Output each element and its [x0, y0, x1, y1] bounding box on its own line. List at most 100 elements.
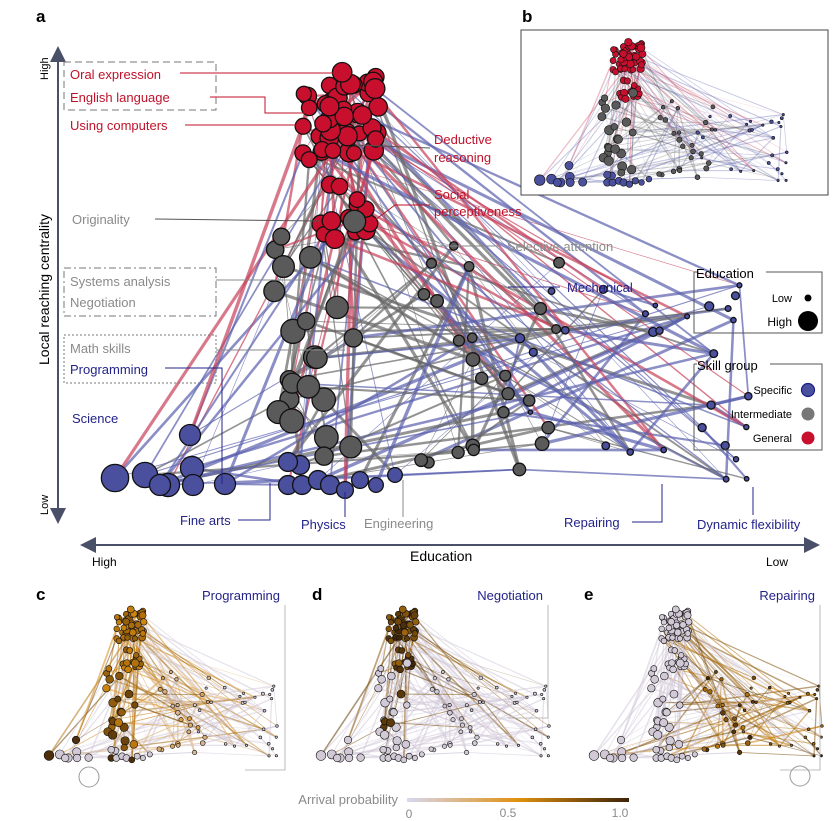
skill-node-gray2	[458, 729, 464, 735]
skill-node-red	[115, 619, 123, 626]
skill-node-blue	[344, 753, 354, 763]
skill-node-red	[138, 611, 147, 620]
network-edge	[551, 114, 784, 180]
network-edge	[565, 328, 714, 356]
skill-node-red	[669, 665, 677, 674]
skill-node-blueR	[771, 136, 776, 140]
skill-node-blue	[43, 750, 55, 761]
network-edge	[476, 737, 507, 747]
network-edge	[633, 86, 787, 164]
legend-intermediate: Intermediate	[731, 409, 792, 421]
skill-node-gray	[601, 94, 609, 102]
skill-node-gray	[296, 311, 316, 331]
skill-node-red	[300, 99, 318, 117]
skill-node-gray2	[450, 717, 456, 723]
network-edge	[615, 71, 779, 181]
skill-node-gray	[669, 689, 679, 699]
skill-node-gray2	[499, 369, 512, 382]
skill-node-blueR	[706, 400, 716, 410]
network-edge	[519, 468, 727, 481]
skill-node-gray2	[447, 703, 452, 708]
skill-node-blueR	[730, 291, 740, 301]
skill-node-gray	[117, 708, 126, 717]
skill-node-blueR	[730, 316, 737, 324]
skill-node-gray2	[474, 371, 489, 386]
x-axis-low: Low	[766, 555, 788, 569]
skill-node-blueR	[464, 703, 469, 708]
skill-node-blueR	[732, 455, 740, 463]
skill-node-gray	[386, 695, 394, 703]
label-engineering: Engineering	[364, 516, 433, 531]
skill-node-gray	[105, 675, 114, 684]
skill-node-blue	[564, 161, 574, 170]
network-edge	[131, 630, 248, 746]
skill-node-red	[406, 621, 414, 629]
skill-node-blueR	[708, 114, 712, 119]
label-selective-attention: Selective attention	[507, 239, 613, 254]
skill-node-blueR	[761, 123, 765, 127]
skill-node-blueR	[784, 161, 788, 165]
skill-node-gray2	[174, 677, 179, 682]
skill-node-blueR	[695, 130, 700, 135]
network-edge	[605, 107, 773, 156]
network-edge	[142, 678, 178, 759]
network-edge	[292, 328, 557, 333]
network-edge	[393, 704, 467, 713]
skill-node-gray2	[702, 686, 708, 692]
label-english-language: English language	[70, 90, 170, 105]
skill-node-blueR	[192, 703, 197, 708]
skill-node-gray	[271, 255, 296, 279]
skill-node-gray	[131, 701, 139, 709]
network-edge	[679, 168, 707, 171]
network-edge	[337, 710, 537, 759]
label-deductive-1: Deductive	[434, 132, 492, 147]
network-edge	[621, 96, 678, 109]
skill-node-gray2	[551, 324, 562, 335]
network-edge	[677, 108, 699, 178]
skill-node-gray2	[750, 699, 755, 704]
skill-node-blueR	[274, 754, 278, 758]
skill-node-blueR	[626, 448, 635, 456]
skill-node-gray	[339, 435, 363, 459]
skill-node-blueR	[736, 282, 743, 289]
skill-node-blueR	[709, 349, 719, 359]
network-edge	[620, 68, 774, 139]
network-edge	[632, 129, 712, 133]
skill-node-red	[658, 625, 665, 633]
skill-node-blue	[367, 476, 384, 493]
skill-node-gray2	[162, 689, 168, 695]
label-social-1: Social	[434, 187, 470, 202]
skill-node-red	[319, 96, 340, 117]
skill-node-gray2	[471, 692, 477, 697]
skill-node-gray2	[175, 703, 180, 708]
skill-node-blueR	[517, 743, 521, 747]
network-edge	[632, 92, 779, 181]
network-edge	[673, 132, 779, 181]
skill-node-red	[396, 634, 403, 641]
network-edge	[539, 121, 772, 181]
network-edge	[468, 266, 557, 330]
network-edge	[118, 640, 270, 757]
network-edge	[450, 742, 475, 746]
skill-node-gray	[647, 684, 656, 693]
skill-node-blue	[578, 177, 588, 187]
network-edge	[663, 640, 815, 757]
skill-node-gray2	[442, 703, 448, 709]
skill-node-gray2	[522, 394, 536, 407]
network-main	[100, 61, 753, 500]
network-edge	[631, 62, 636, 170]
network-edge	[609, 704, 741, 759]
network-edge	[345, 131, 665, 452]
skill-node-red	[133, 652, 140, 659]
legend-high-dot	[798, 311, 818, 331]
skill-node-gray	[653, 730, 663, 740]
network-panel-d	[315, 605, 551, 764]
skill-node-gray	[129, 740, 139, 749]
network-edge	[367, 82, 715, 355]
skill-node-blue	[386, 466, 403, 483]
skill-node-gray2	[474, 734, 480, 740]
skill-node-gray2	[703, 165, 710, 172]
network-edge	[310, 256, 727, 480]
network-edge	[620, 153, 650, 180]
network-edge	[613, 69, 784, 115]
